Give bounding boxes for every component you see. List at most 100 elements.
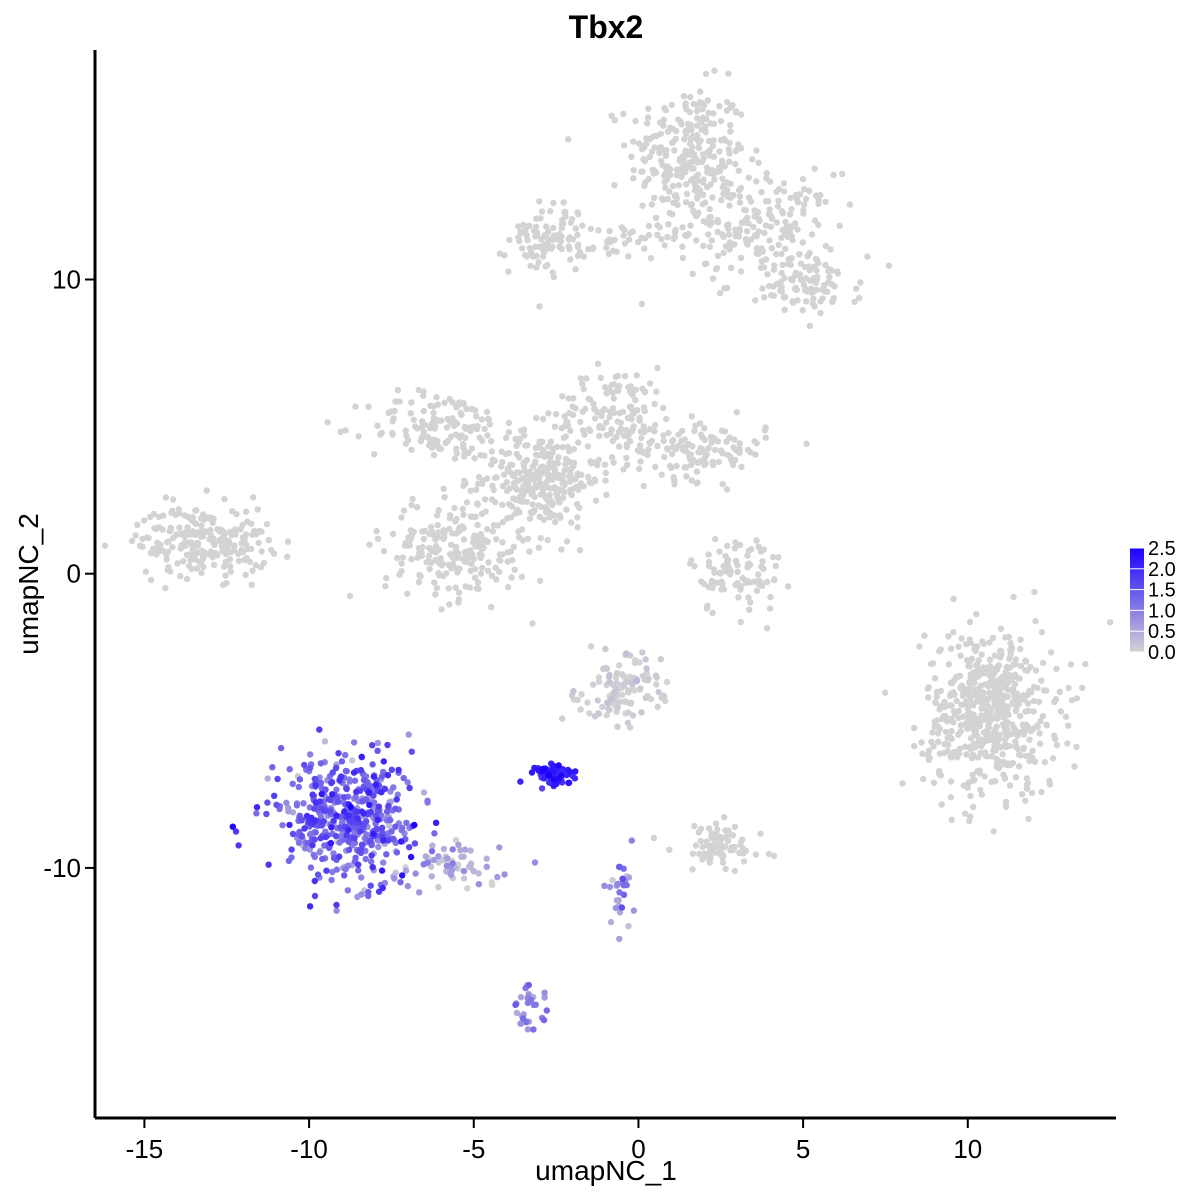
cell-point	[1017, 729, 1025, 736]
cell-point	[735, 594, 742, 601]
cell-point	[738, 219, 746, 226]
cell-point	[1046, 781, 1054, 788]
cell-point	[796, 251, 803, 258]
cell-point	[753, 147, 760, 154]
cell-point	[242, 531, 250, 538]
cell-point	[301, 761, 308, 769]
cell-point	[549, 236, 557, 243]
cell-point	[606, 678, 613, 685]
cell-point	[1062, 713, 1070, 720]
cell-point	[755, 228, 762, 235]
cell-point	[671, 233, 679, 240]
cell-point	[513, 450, 520, 458]
cell-point	[689, 850, 697, 857]
cell-point	[367, 808, 375, 816]
cell-point	[624, 719, 632, 726]
cell-point	[368, 852, 375, 859]
cell-point	[572, 768, 579, 775]
cell-point	[221, 495, 228, 503]
cell-point	[494, 522, 502, 529]
cell-point	[633, 372, 640, 379]
cell-point	[669, 438, 676, 445]
cell-point	[394, 554, 401, 562]
cell-point	[285, 857, 293, 865]
cell-point	[355, 433, 362, 440]
cell-point	[988, 676, 995, 683]
cell-point	[460, 867, 468, 875]
cell-point	[817, 192, 824, 199]
cell-point	[199, 533, 207, 540]
cell-point	[1032, 617, 1039, 625]
cell-point	[529, 620, 536, 627]
cell-point	[522, 442, 529, 449]
cell-point	[737, 618, 744, 626]
cell-point	[988, 753, 995, 760]
cell-point	[732, 109, 740, 116]
cell-point	[372, 781, 380, 788]
cell-point	[810, 295, 817, 302]
x-tick-label: -15	[126, 1134, 164, 1164]
cell-point	[627, 438, 634, 445]
cell-point	[1005, 664, 1012, 672]
cell-point	[246, 558, 254, 565]
cell-point	[1002, 634, 1009, 641]
cell-point	[698, 119, 705, 126]
cell-point	[385, 802, 392, 810]
cell-point	[963, 698, 970, 705]
cell-point	[337, 428, 344, 435]
cell-point	[834, 270, 841, 277]
cell-point	[825, 267, 832, 275]
cell-point	[484, 415, 492, 423]
cell-point	[976, 685, 983, 692]
cell-point	[370, 830, 377, 838]
cell-point	[155, 524, 163, 531]
cell-point	[928, 738, 935, 745]
cell-point	[623, 650, 630, 657]
cell-point	[512, 435, 519, 443]
cell-point	[410, 416, 417, 423]
cell-point	[435, 570, 442, 577]
cell-point	[451, 504, 458, 512]
cell-point	[755, 543, 762, 550]
cell-point	[971, 679, 978, 687]
cell-point	[738, 463, 745, 471]
cell-point	[716, 103, 723, 110]
cell-point	[925, 747, 933, 754]
cell-point	[227, 568, 234, 575]
cell-point	[969, 771, 976, 779]
cell-point	[369, 761, 376, 768]
cell-point	[537, 215, 544, 222]
cell-point	[453, 404, 460, 411]
cell-point	[191, 519, 198, 526]
cell-point	[1009, 759, 1016, 767]
cell-point	[350, 739, 358, 746]
cell-point	[317, 835, 324, 842]
cell-point	[732, 557, 740, 565]
cell-point	[885, 262, 893, 269]
cell-point	[710, 120, 718, 128]
cell-point	[373, 527, 380, 535]
cell-point	[546, 779, 553, 786]
cell-point	[274, 775, 281, 783]
cell-point	[780, 188, 788, 195]
cell-point	[690, 165, 697, 172]
cell-point	[669, 125, 676, 132]
cell-point	[529, 501, 536, 508]
cell-point	[435, 884, 442, 891]
cell-point	[745, 220, 752, 227]
cell-point	[408, 399, 415, 406]
cell-point	[726, 434, 733, 441]
cell-point	[641, 388, 649, 396]
cell-point	[822, 261, 829, 269]
cell-point	[162, 494, 170, 501]
cell-point	[799, 307, 806, 314]
cell-point	[650, 834, 658, 842]
cell-point	[712, 265, 720, 273]
cell-point	[570, 445, 577, 453]
cell-point	[636, 414, 643, 421]
cell-point	[560, 199, 567, 206]
cell-point	[676, 166, 683, 173]
cell-point	[931, 718, 938, 725]
cell-point	[803, 298, 810, 305]
cell-point	[759, 285, 766, 292]
